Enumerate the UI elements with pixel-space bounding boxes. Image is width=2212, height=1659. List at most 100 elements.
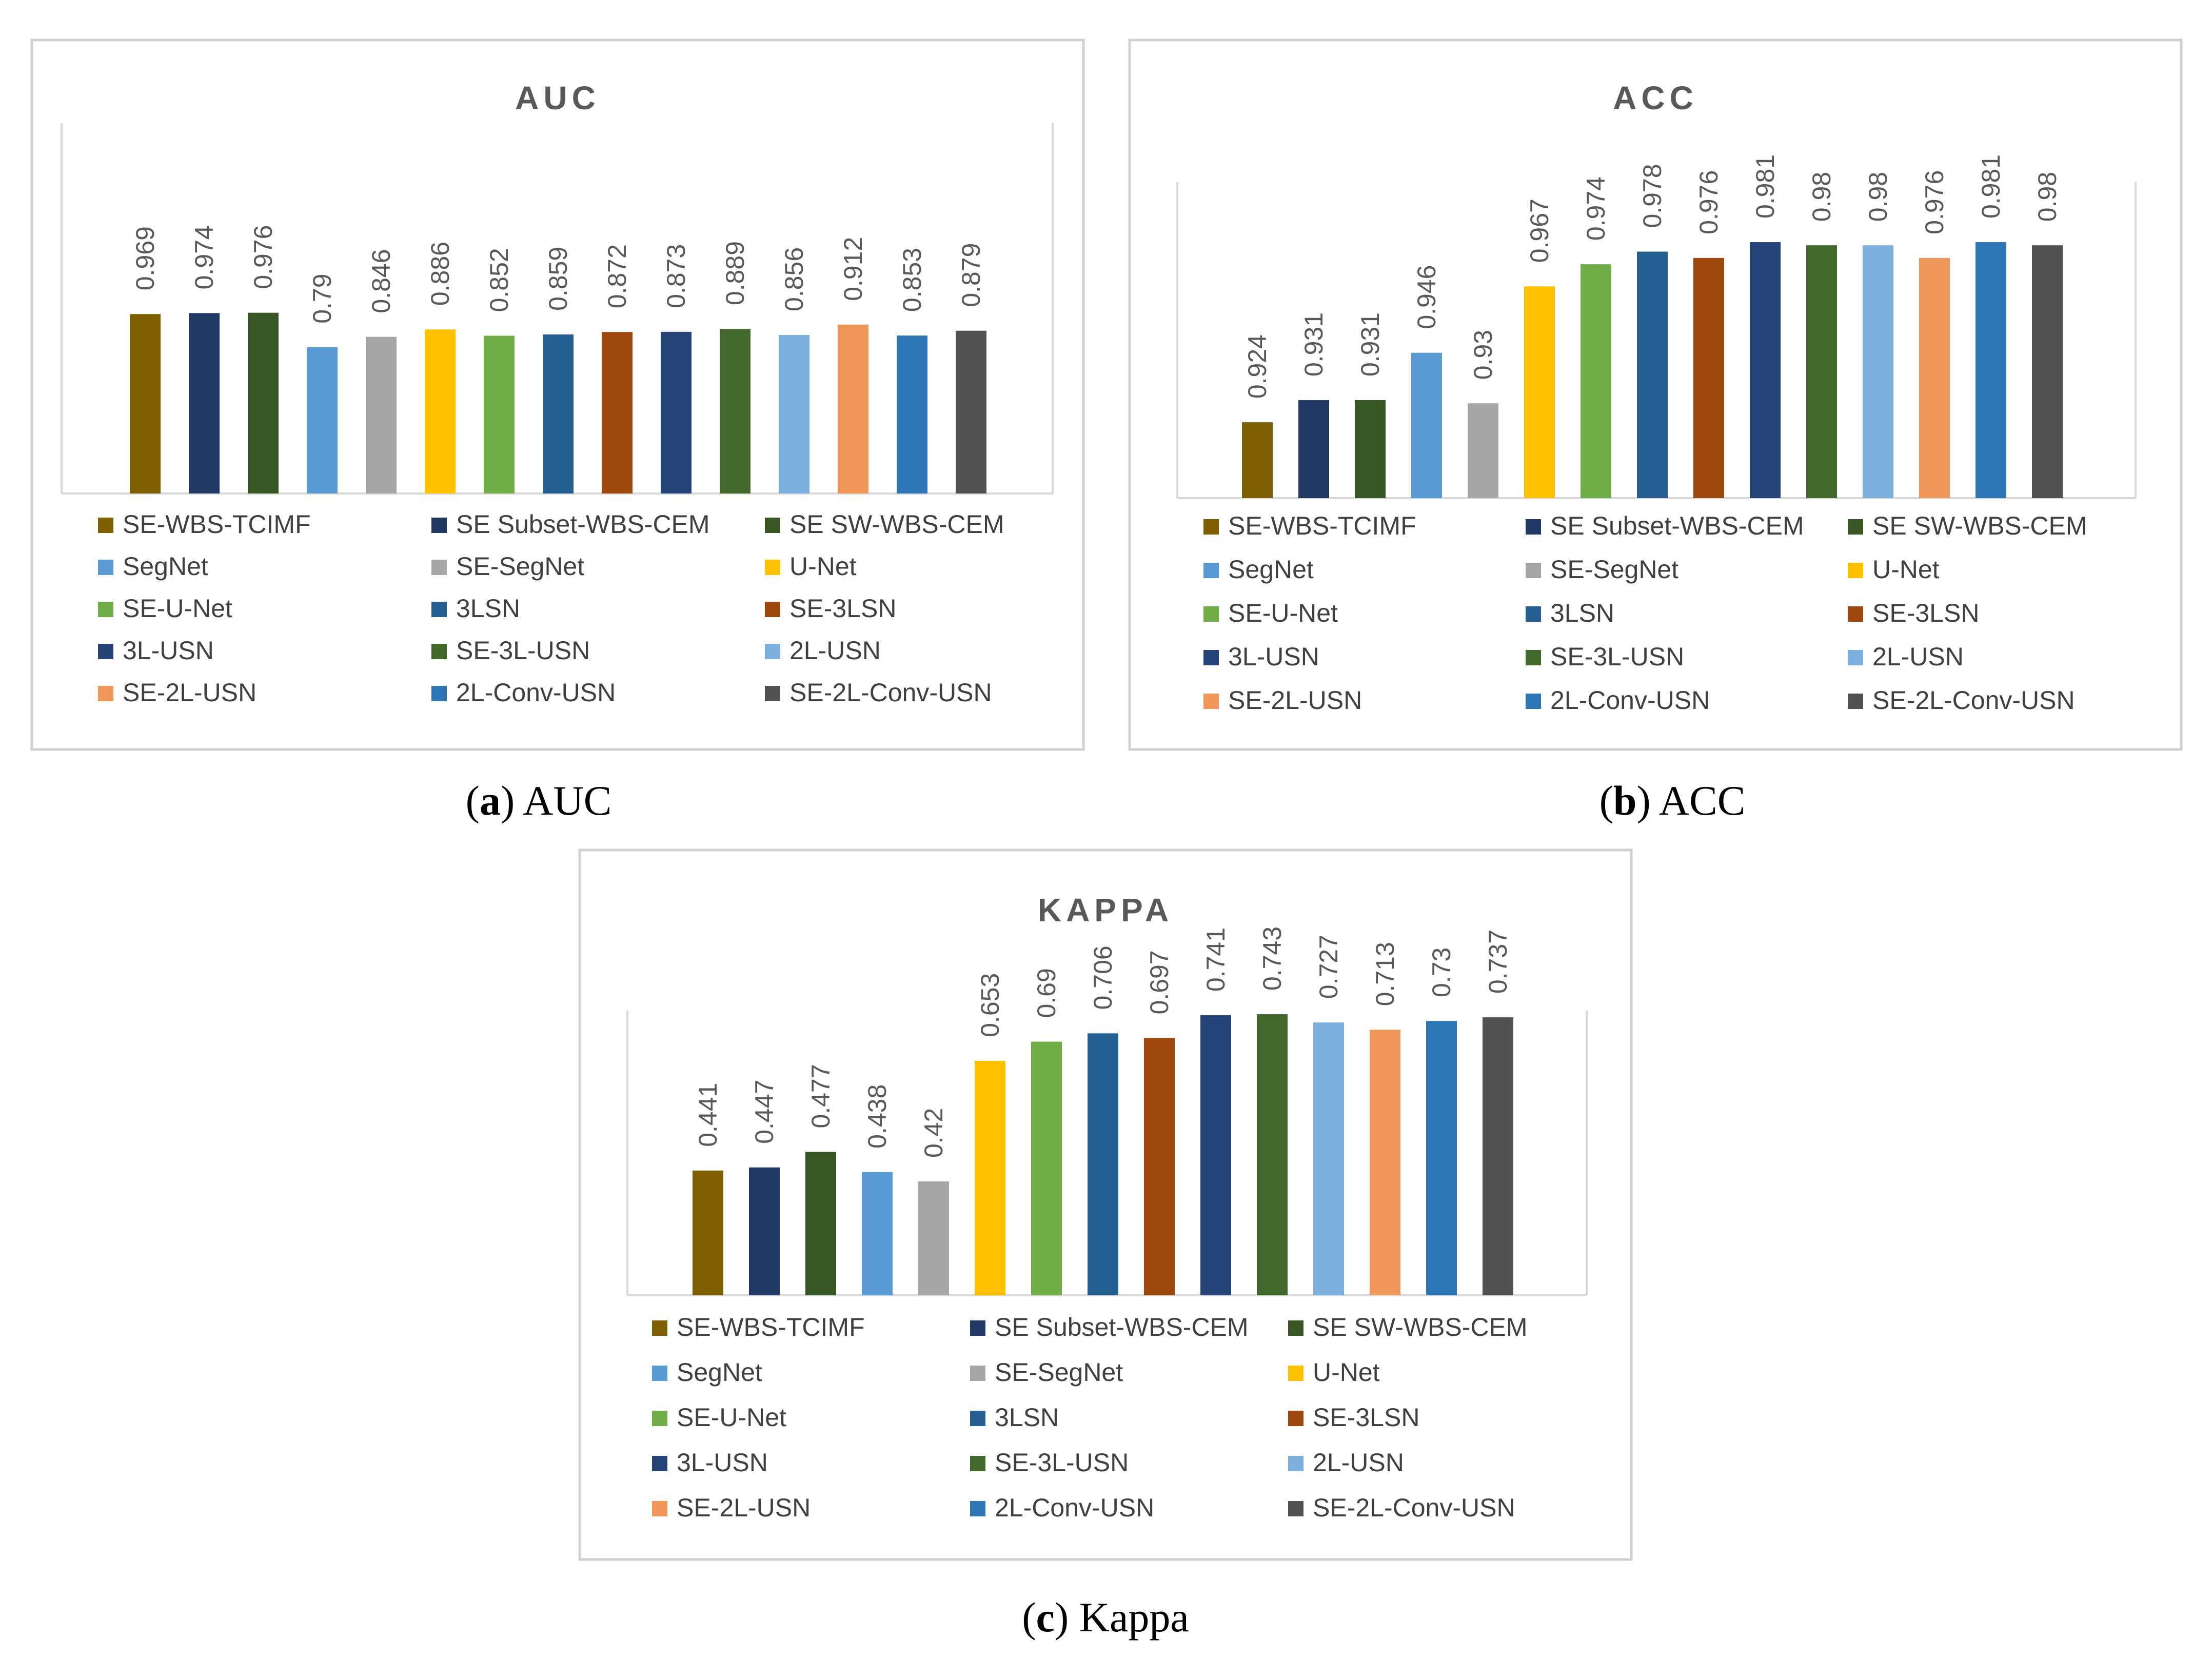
auc-legend-swatch-12 bbox=[98, 686, 113, 701]
kappa-value-label-7: 0.706 bbox=[1089, 945, 1117, 1010]
kappa-legend-swatch-4 bbox=[970, 1366, 985, 1381]
auc-legend-item-12: SE-2L-USN bbox=[98, 678, 256, 707]
kappa-legend-swatch-7 bbox=[970, 1411, 985, 1426]
acc-bar-3 bbox=[1411, 352, 1442, 498]
kappa-legend-item-3: SegNet bbox=[652, 1358, 762, 1387]
auc-chart-panel: AUC 0.969 0.974 0.976 0.79 0.846 0.886 0.852 0.8… bbox=[30, 38, 1085, 751]
auc-caption: (a) AUC bbox=[466, 777, 612, 824]
kappa-legend-label-8: SE-3LSN bbox=[1313, 1403, 1419, 1432]
auc-value-label-4: 0.846 bbox=[367, 249, 396, 313]
auc-value-label-0: 0.969 bbox=[131, 226, 160, 290]
auc-legend-label-11: 2L-USN bbox=[789, 636, 881, 665]
auc-legend-swatch-4 bbox=[431, 560, 447, 575]
acc-legend-swatch-3 bbox=[1203, 563, 1219, 578]
kappa-value-label-14: 0.737 bbox=[1484, 930, 1512, 994]
auc-value-label-11: 0.856 bbox=[780, 247, 808, 311]
acc-bar-0 bbox=[1242, 422, 1273, 498]
auc-bar-0 bbox=[130, 314, 161, 493]
auc-legend-swatch-2 bbox=[765, 518, 780, 533]
kappa-legend-label-10: SE-3L-USN bbox=[995, 1448, 1129, 1477]
auc-legend-item-1: SE Subset-WBS-CEM bbox=[431, 510, 710, 539]
auc-bar-7 bbox=[543, 334, 574, 493]
acc-bar-12 bbox=[1919, 258, 1950, 498]
acc-legend-item-11: 2L-USN bbox=[1848, 642, 1964, 671]
auc-legend-label-5: U-Net bbox=[789, 552, 857, 581]
acc-value-label-1: 0.931 bbox=[1299, 312, 1328, 377]
acc-legend-label-7: 3LSN bbox=[1550, 599, 1614, 627]
acc-legend-label-0: SE-WBS-TCIMF bbox=[1228, 511, 1416, 540]
auc-legend-item-2: SE SW-WBS-CEM bbox=[765, 510, 1004, 539]
kappa-legend-label-1: SE Subset-WBS-CEM bbox=[995, 1313, 1249, 1341]
auc-value-label-12: 0.912 bbox=[839, 237, 867, 301]
acc-legend-label-4: SE-SegNet bbox=[1550, 555, 1678, 584]
auc-legend-swatch-5 bbox=[765, 560, 780, 575]
kappa-legend-label-5: U-Net bbox=[1313, 1358, 1380, 1387]
kappa-bar-9 bbox=[1200, 1015, 1231, 1295]
acc-legend-label-6: SE-U-Net bbox=[1228, 599, 1338, 627]
kappa-bar-14 bbox=[1483, 1017, 1513, 1295]
acc-legend-label-9: 3L-USN bbox=[1228, 642, 1319, 671]
auc-value-label-9: 0.873 bbox=[662, 244, 690, 308]
acc-legend-swatch-8 bbox=[1848, 606, 1863, 622]
kappa-value-label-9: 0.741 bbox=[1201, 927, 1230, 992]
kappa-legend-item-7: 3LSN bbox=[970, 1403, 1059, 1432]
acc-legend-item-6: SE-U-Net bbox=[1203, 599, 1338, 627]
kappa-legend-item-2: SE SW-WBS-CEM bbox=[1288, 1313, 1528, 1341]
kappa-legend-swatch-3 bbox=[652, 1366, 667, 1381]
acc-value-label-8: 0.976 bbox=[1694, 170, 1723, 234]
auc-legend-label-8: SE-3LSN bbox=[789, 594, 896, 623]
kappa-legend-swatch-11 bbox=[1288, 1456, 1304, 1471]
auc-bar-12 bbox=[838, 324, 868, 493]
kappa-legend-item-1: SE Subset-WBS-CEM bbox=[970, 1313, 1249, 1341]
kappa-value-label-4: 0.42 bbox=[919, 1108, 948, 1158]
acc-value-label-9: 0.981 bbox=[1751, 154, 1780, 219]
acc-legend-item-5: U-Net bbox=[1848, 555, 1940, 584]
auc-legend-swatch-1 bbox=[431, 518, 447, 533]
auc-legend-label-3: SegNet bbox=[123, 552, 208, 581]
auc-value-label-2: 0.976 bbox=[249, 225, 278, 289]
auc-legend-swatch-10 bbox=[431, 644, 447, 659]
acc-caption: (b) ACC bbox=[1599, 777, 1746, 824]
acc-legend-label-2: SE SW-WBS-CEM bbox=[1872, 511, 2087, 540]
kappa-legend-item-13: 2L-Conv-USN bbox=[970, 1493, 1154, 1522]
auc-value-label-13: 0.853 bbox=[898, 248, 926, 312]
kappa-bar-7 bbox=[1088, 1033, 1118, 1295]
acc-legend-swatch-2 bbox=[1848, 519, 1863, 535]
auc-legend-item-0: SE-WBS-TCIMF bbox=[98, 510, 311, 539]
acc-legend-label-11: 2L-USN bbox=[1872, 642, 1964, 671]
kappa-value-label-12: 0.713 bbox=[1371, 942, 1399, 1006]
auc-bar-4 bbox=[366, 337, 397, 493]
acc-legend-item-12: SE-2L-USN bbox=[1203, 686, 1362, 715]
acc-value-label-14: 0.98 bbox=[2033, 172, 2062, 222]
acc-value-label-5: 0.967 bbox=[1525, 199, 1554, 263]
acc-bar-11 bbox=[1863, 245, 1893, 498]
auc-bar-5 bbox=[425, 329, 456, 493]
kappa-legend-swatch-13 bbox=[970, 1501, 985, 1516]
acc-bar-5 bbox=[1524, 286, 1555, 498]
acc-chart-title: ACC bbox=[1613, 80, 1698, 116]
auc-legend-swatch-13 bbox=[431, 686, 447, 701]
kappa-legend-item-8: SE-3LSN bbox=[1288, 1403, 1419, 1432]
auc-legend-label-13: 2L-Conv-USN bbox=[456, 678, 616, 707]
acc-legend-label-1: SE Subset-WBS-CEM bbox=[1550, 511, 1804, 540]
auc-legend-item-11: 2L-USN bbox=[765, 636, 881, 665]
kappa-legend-item-4: SE-SegNet bbox=[970, 1358, 1123, 1387]
auc-bar-6 bbox=[484, 335, 515, 493]
kappa-legend-label-0: SE-WBS-TCIMF bbox=[677, 1313, 865, 1341]
auc-value-label-1: 0.974 bbox=[190, 225, 219, 289]
acc-legend-swatch-12 bbox=[1203, 694, 1219, 709]
acc-legend-swatch-1 bbox=[1526, 519, 1541, 535]
acc-value-label-2: 0.931 bbox=[1356, 312, 1385, 377]
auc-bar-8 bbox=[602, 332, 633, 493]
auc-legend-item-7: 3LSN bbox=[431, 594, 520, 623]
acc-bar-1 bbox=[1298, 400, 1329, 498]
acc-legend-swatch-11 bbox=[1848, 650, 1863, 665]
acc-value-label-12: 0.976 bbox=[1920, 170, 1949, 234]
acc-value-label-11: 0.98 bbox=[1864, 172, 1892, 222]
auc-value-label-6: 0.852 bbox=[485, 248, 514, 312]
auc-bar-13 bbox=[897, 335, 927, 493]
acc-legend-item-9: 3L-USN bbox=[1203, 642, 1319, 671]
kappa-bar-10 bbox=[1257, 1014, 1288, 1295]
auc-legend-swatch-14 bbox=[765, 686, 780, 701]
